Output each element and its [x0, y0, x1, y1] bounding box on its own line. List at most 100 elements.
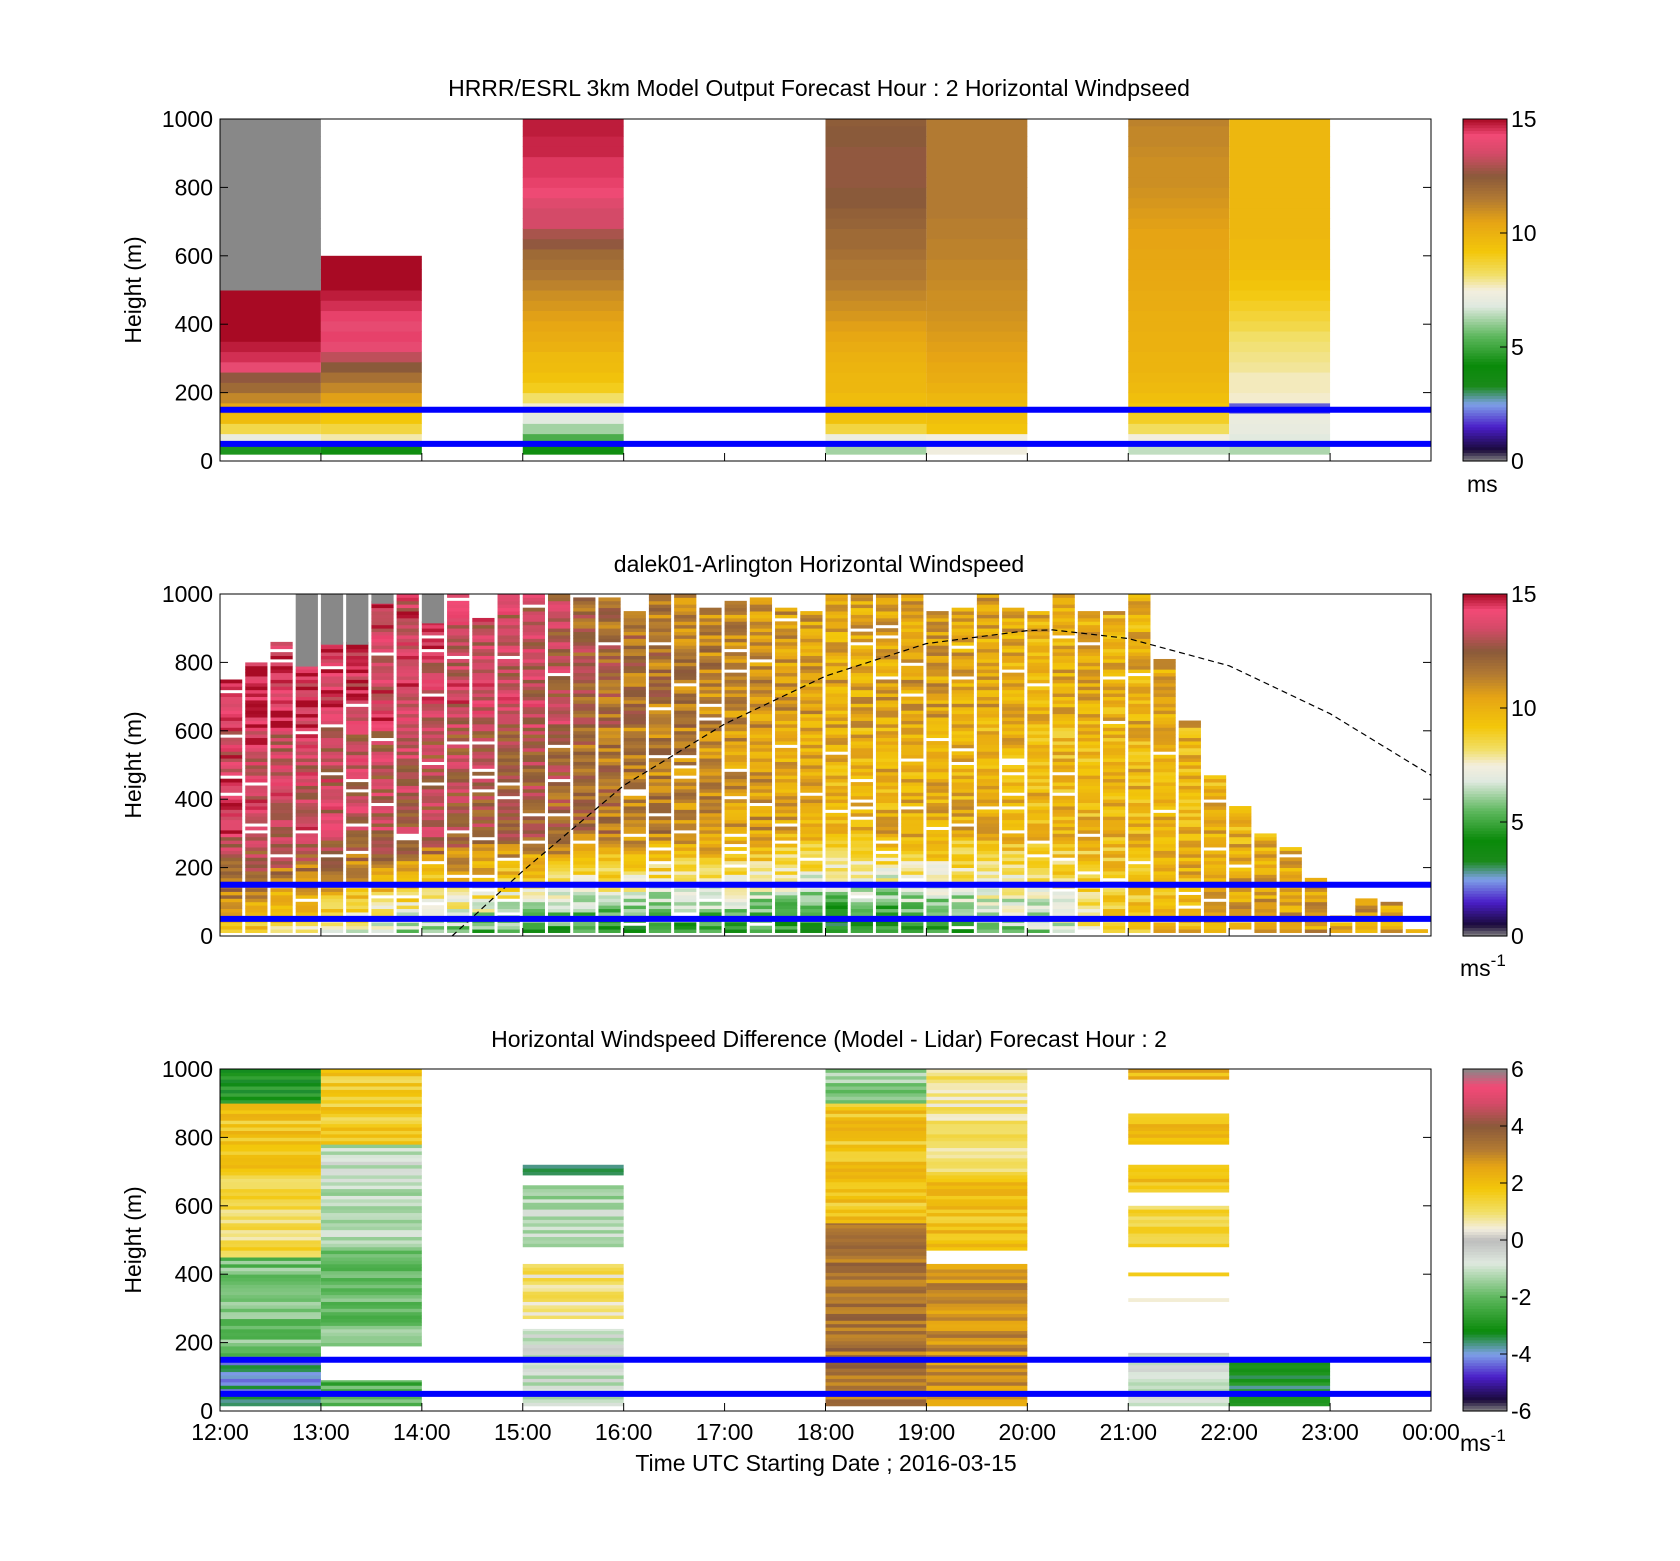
lidar-cell — [1052, 877, 1075, 882]
lidar-cell — [522, 874, 545, 879]
lidar-cell — [497, 799, 520, 804]
lidar-cell — [472, 843, 495, 848]
lidar-cell — [674, 710, 697, 715]
lidar-cell — [573, 802, 596, 807]
lidar-cell — [724, 607, 747, 612]
lidar-cell — [472, 655, 495, 660]
model-cell — [825, 413, 927, 424]
lidar-cell — [976, 840, 1000, 845]
lidar-cell — [850, 682, 873, 687]
model-cell — [320, 341, 422, 353]
lidar-cell — [1002, 741, 1025, 745]
lidar-cell — [850, 686, 873, 691]
lidar-cell — [1052, 864, 1075, 868]
lidar-cell — [371, 860, 394, 865]
difference-cell — [320, 1099, 422, 1104]
lidar-cell — [547, 843, 571, 848]
lidar-cell — [421, 771, 445, 776]
lidar-cell — [951, 853, 974, 858]
model-cell — [1128, 238, 1230, 250]
difference-cell — [825, 1361, 927, 1366]
lidar-cell — [699, 720, 722, 725]
lidar-cell — [421, 758, 445, 762]
difference-cell — [825, 1327, 927, 1332]
lidar-cell — [1077, 758, 1101, 762]
lidar-cell — [1229, 908, 1252, 913]
lidar-cell — [775, 826, 798, 831]
lidar-cell — [648, 792, 672, 797]
model-cell — [1128, 136, 1230, 147]
lidar-cell — [320, 871, 344, 875]
lidar-cell — [775, 723, 798, 728]
lidar-cell — [1027, 621, 1050, 626]
model-cell — [522, 392, 624, 404]
lidar-cell — [901, 857, 924, 862]
lidar-cell — [623, 908, 646, 913]
lidar-cell — [775, 624, 798, 629]
lidar-cell — [573, 929, 596, 933]
lidar-cell — [371, 843, 394, 848]
difference-cell — [220, 1375, 321, 1379]
difference-cell — [220, 1164, 321, 1169]
lidar-cell — [850, 812, 873, 817]
difference-cell — [1128, 1133, 1230, 1138]
lidar-cell — [901, 912, 924, 916]
lidar-cell — [749, 785, 773, 790]
lidar-cell — [951, 788, 974, 793]
lidar-cell — [472, 617, 495, 622]
lidar-cell — [901, 765, 924, 769]
lidar-cell — [1027, 867, 1050, 872]
lidar-cell — [825, 922, 848, 927]
lidar-cell — [699, 894, 722, 899]
colorbar-swatch — [1463, 1308, 1507, 1312]
difference-cell — [220, 1113, 321, 1118]
lidar-cell — [1153, 823, 1176, 827]
lidar-cell — [648, 922, 672, 927]
lidar-cell — [371, 912, 394, 916]
lidar-cell — [825, 795, 848, 800]
lidar-cell — [396, 778, 419, 783]
difference-cell — [320, 1236, 422, 1241]
lidar-cell — [976, 912, 1000, 916]
lidar-cell — [447, 720, 470, 725]
lidar-cell — [951, 648, 974, 653]
lidar-cell — [1052, 717, 1075, 721]
lidar-cell — [573, 631, 596, 636]
lidar-cell — [1229, 847, 1252, 851]
lidar-cell — [320, 860, 344, 865]
colorbar-swatch — [1463, 813, 1507, 817]
lidar-cell — [724, 727, 747, 732]
lidar-cell — [522, 843, 545, 848]
lidar-cell — [951, 877, 974, 882]
lidar-cell — [320, 850, 344, 855]
colorbar-swatch — [1463, 873, 1507, 877]
colorbar-swatch — [1463, 1165, 1507, 1170]
lidar-cell — [371, 775, 394, 780]
lidar-cell — [346, 723, 369, 728]
difference-cell — [522, 1308, 624, 1313]
difference-cell — [320, 1388, 422, 1393]
difference-cell — [522, 1222, 624, 1227]
lidar-cell — [875, 901, 899, 906]
lidar-cell — [800, 867, 823, 872]
lidar-cell — [472, 850, 495, 855]
difference-cell — [220, 1106, 321, 1111]
lidar-cell — [976, 754, 1000, 759]
lidar-cell — [220, 720, 243, 725]
lidar-cell — [396, 847, 419, 851]
lidar-cell — [220, 799, 243, 804]
difference-cell — [1229, 1375, 1331, 1379]
lidar-cell — [648, 676, 672, 680]
y-tick-label: 600 — [175, 243, 213, 269]
lidar-cell — [976, 720, 1000, 725]
lidar-cell — [699, 795, 722, 800]
lidar-cell — [749, 795, 773, 800]
unit-base: ms — [1460, 955, 1491, 981]
lidar-cell — [573, 785, 596, 790]
lidar-cell — [497, 624, 520, 629]
lidar-cell — [724, 706, 747, 711]
lidar-cell — [295, 778, 318, 783]
difference-cell — [926, 1303, 1028, 1308]
lidar-cell — [1254, 925, 1277, 930]
model-cell — [825, 392, 927, 404]
